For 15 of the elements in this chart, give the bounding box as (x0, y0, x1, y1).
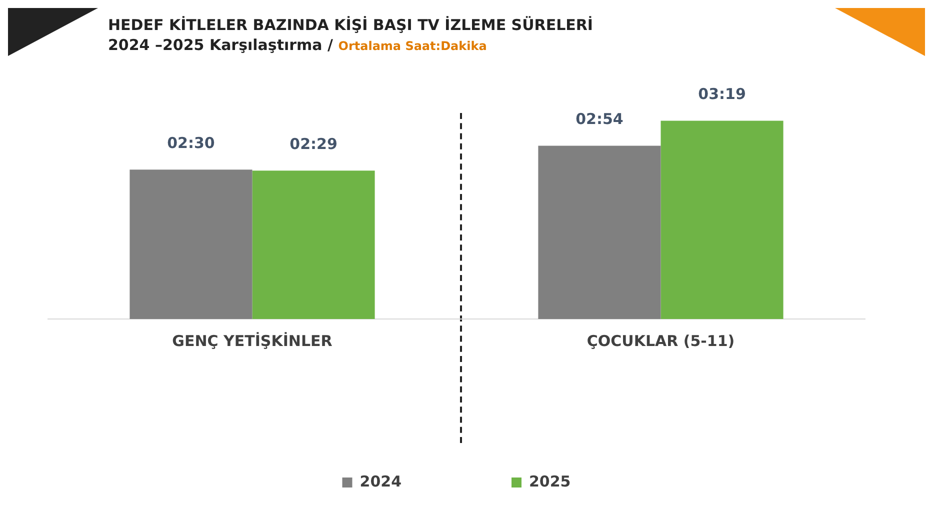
text: Ortalama Saat:Dakika (338, 39, 487, 53)
bar (660, 120, 784, 319)
x-tick-label: ÇOCUKLAR (5-11) (586, 332, 735, 350)
data-label: 03:19 (698, 85, 746, 104)
bar (130, 170, 252, 319)
data-label: 02:30 (167, 134, 215, 152)
bar (538, 146, 661, 319)
chart-title: HEDEF KİTLELER BAZINDA KİŞİ BAŞI TV İZLEME SÜRELERİ (108, 16, 594, 34)
data-label: 02:29 (290, 134, 338, 153)
legend-label: 2024 (360, 472, 402, 490)
data-label: 02:54 (576, 110, 624, 128)
legend-label: 2025 (529, 472, 571, 490)
chart-subtitle: 2024 –2025 Karşılaştırma / (108, 36, 334, 54)
bar (252, 170, 375, 319)
x-tick-label: GENÇ YETİŞKİNLER (172, 332, 333, 350)
